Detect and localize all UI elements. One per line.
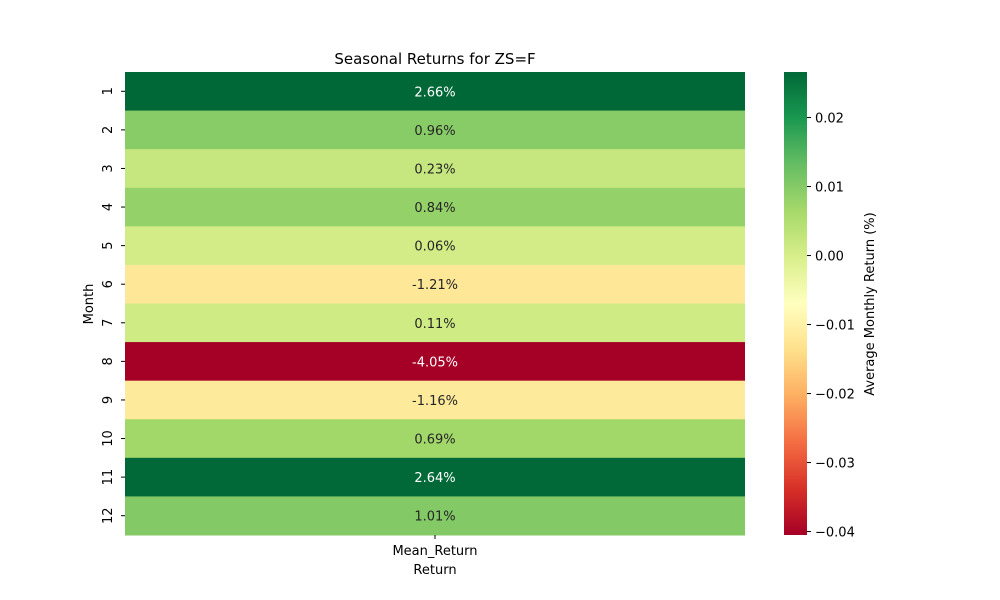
y-tick-label: 2 — [101, 126, 116, 134]
heatmap-cell — [125, 149, 745, 189]
cell-value-label: 0.11% — [414, 317, 455, 332]
y-tick-label: 9 — [101, 396, 116, 404]
colorbar-tick-label: 0.02 — [815, 112, 844, 127]
cell-value-label: -1.16% — [412, 394, 458, 409]
y-tick-label: 11 — [101, 469, 116, 486]
cell-value-label: 1.01% — [414, 510, 455, 525]
heatmap-cell — [125, 303, 745, 343]
y-tick-label: 1 — [101, 87, 116, 95]
x-axis-label: Return — [413, 563, 456, 578]
x-axis-ticks: Mean_Return — [392, 535, 478, 559]
cell-value-label: 0.06% — [414, 240, 455, 255]
y-tick-label: 3 — [101, 164, 116, 172]
cell-value-label: 2.64% — [414, 471, 455, 486]
heatmap-cell — [125, 187, 745, 227]
heatmap-cell — [125, 226, 745, 266]
cell-value-label: 0.96% — [414, 124, 455, 139]
heatmap-cell — [125, 380, 745, 420]
colorbar-label: Average Monthly Return (%) — [863, 212, 878, 395]
y-tick-label: 4 — [101, 203, 116, 211]
y-tick-label: 5 — [101, 241, 116, 249]
colorbar-tick-label: −0.02 — [815, 388, 855, 403]
heatmap-cell — [125, 72, 745, 112]
cell-value-label: 2.66% — [414, 85, 455, 100]
heatmap-cell — [125, 457, 745, 497]
colorbar-tick-label: −0.03 — [815, 457, 855, 472]
y-tick-label: 10 — [101, 430, 116, 447]
y-tick-label: 7 — [101, 319, 116, 327]
y-tick-label: 8 — [101, 357, 116, 365]
y-axis-label: Month — [82, 284, 97, 325]
x-tick-label: Mean_Return — [392, 544, 477, 559]
colorbar-tick-label: 0.00 — [815, 250, 844, 265]
heatmap-cell — [125, 342, 745, 382]
heatmap-cell — [125, 419, 745, 459]
heatmap-cell — [125, 496, 745, 536]
colorbar-tick-label: −0.01 — [815, 319, 855, 334]
heatmap-cell — [125, 264, 745, 304]
chart-title: Seasonal Returns for ZS=F — [334, 50, 535, 68]
heatmap-cells: 2.66% 0.96% 0.23% 0.84% 0.06% -1.21% 0.11% -4.0… — [125, 72, 745, 536]
cell-value-label: -1.21% — [412, 278, 458, 293]
cell-value-label: -4.05% — [412, 355, 458, 370]
colorbar-ticks: 0.02 0.01 0.00 −0.01 −0.02 −0.03 −0.04 — [807, 112, 855, 541]
colorbar-tick-label: −0.04 — [815, 526, 855, 541]
y-tick-label: 12 — [101, 507, 116, 524]
colorbar-tick-label: 0.01 — [815, 181, 844, 196]
y-tick-label: 6 — [101, 280, 116, 288]
cell-value-label: 0.69% — [414, 433, 455, 448]
heatmap-cell — [125, 110, 745, 150]
cell-value-label: 0.23% — [414, 162, 455, 177]
colorbar — [784, 72, 807, 535]
cell-value-label: 0.84% — [414, 201, 455, 216]
